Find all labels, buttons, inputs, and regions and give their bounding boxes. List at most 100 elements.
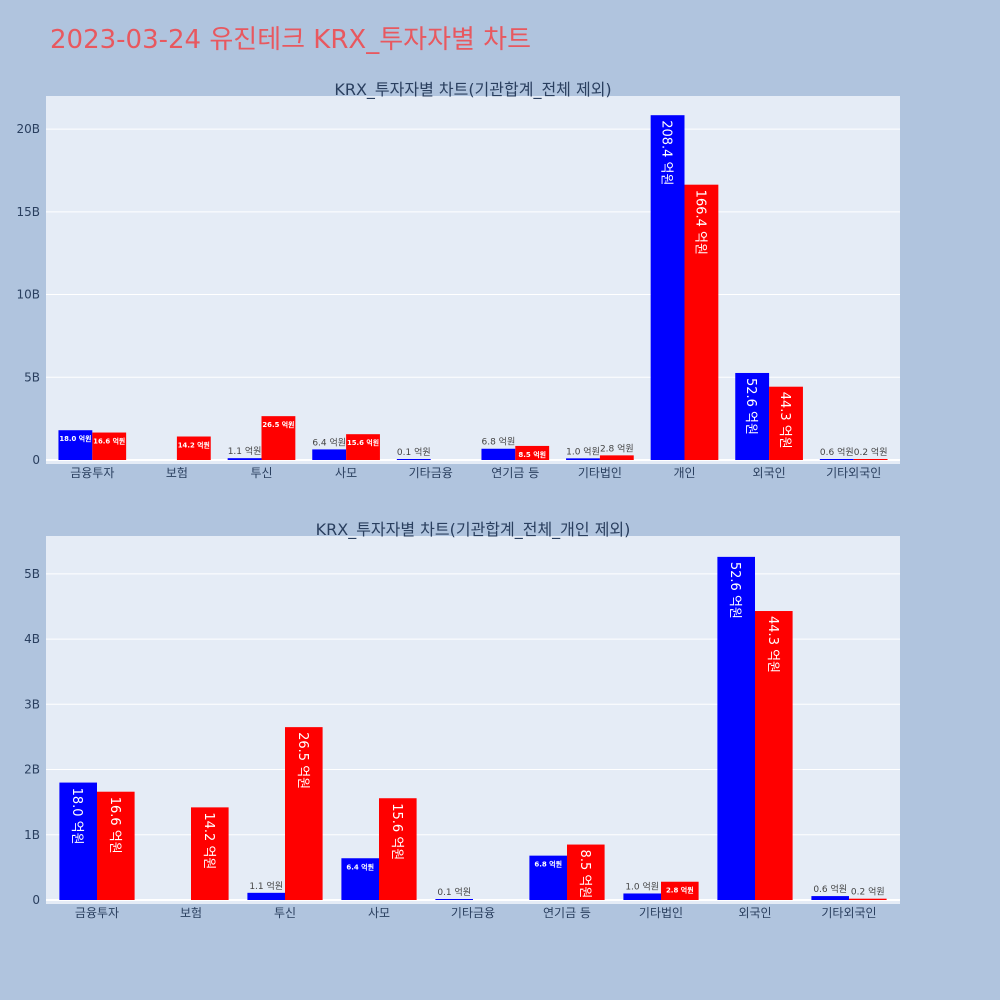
bar-s0-c6	[623, 893, 661, 900]
bar-label-s0-c3: 6.4 억원	[312, 436, 346, 448]
chart-title-2: KRX_투자자별 차트(기관합계_전체_개인 제외)	[316, 520, 631, 540]
y-tick-label-2: 2B	[24, 763, 40, 777]
bar-s1-c7	[684, 184, 719, 460]
bar-s0-c5	[529, 855, 567, 900]
bar-s1-c5	[515, 445, 550, 460]
y-tick-label-0: 0	[32, 893, 40, 907]
bar-label-s1-c0: 16.6 억원	[107, 797, 122, 854]
bar-label-s1-c0: 16.6 억원	[93, 437, 125, 446]
bars-2	[59, 556, 887, 900]
bar-label-s1-c7: 166.4 억원	[692, 190, 707, 255]
bar-label-s1-c8: 44.3 억원	[777, 392, 792, 449]
bar-s1-c8	[769, 386, 803, 460]
y-tick-label-4: 20B	[16, 122, 40, 136]
x-tick-label-1: 보험	[166, 466, 188, 480]
bar-label-s0-c8: 52.6 억원	[743, 378, 758, 435]
bar-label-s0-c0: 18.0 억원	[69, 788, 84, 845]
bar-s1-c5	[567, 844, 605, 900]
x-tick-label-3: 사모	[368, 906, 390, 920]
bar-label-s1-c2: 26.5 억원	[262, 420, 294, 429]
bar-s0-c6	[566, 458, 600, 460]
bar-s0-c9	[819, 459, 854, 460]
bar-label-s1-c9: 0.2 억원	[854, 446, 888, 458]
bar-label-s0-c7: 52.6 억원	[727, 562, 742, 619]
x-tick-label-7: 개인	[673, 466, 695, 480]
bar-label-s0-c4: 0.1 억원	[437, 886, 471, 898]
bar-s0-c3	[312, 449, 347, 460]
x-tick-label-8: 기타외국인	[821, 906, 876, 920]
bar-label-s0-c5: 6.8 억원	[482, 436, 516, 448]
bar-label-s0-c8: 0.6 억원	[813, 883, 847, 895]
y-tick-label-1: 5B	[24, 370, 40, 384]
bar-label-s1-c8: 0.2 억원	[851, 886, 885, 898]
bar-label-s1-c3: 15.6 억원	[389, 803, 404, 860]
bar-label-s1-c6: 2.8 억원	[666, 886, 694, 895]
bar-label-s1-c6: 2.8 억원	[600, 442, 634, 454]
bar-s0-c7	[650, 115, 685, 461]
x-tick-label-6: 기타법인	[639, 906, 683, 920]
bar-label-s0-c9: 0.6 억원	[820, 446, 854, 458]
y-tick-label-4: 4B	[24, 632, 40, 646]
bar-label-s1-c7: 44.3 억원	[765, 616, 780, 673]
bar-s0-c2	[247, 892, 285, 900]
bar-s0-c5	[481, 448, 516, 460]
y-tick-label-3: 15B	[16, 205, 40, 219]
y-axis-2: 0 1B 2B 3B 4B 5B	[24, 567, 40, 907]
bar-label-s1-c2: 26.5 억원	[295, 732, 310, 789]
bar-label-s0-c5: 6.8 억원	[534, 860, 562, 869]
bar-label-s1-c1: 14.2 억원	[201, 812, 216, 869]
bar-s1-c3	[379, 798, 417, 900]
bar-label-s0-c0: 18.0 억원	[59, 434, 91, 443]
x-tick-label-0: 금융투자	[75, 906, 119, 920]
bar-label-s0-c6: 1.0 억원	[566, 445, 600, 457]
x-tick-label-2: 투신	[250, 466, 272, 480]
x-tick-label-6: 기타법인	[578, 466, 622, 480]
bar-label-s1-c3: 15.6 억원	[347, 438, 379, 447]
bar-s1-c6	[661, 881, 699, 900]
x-tick-label-5: 연기금 등	[543, 906, 591, 920]
bar-s0-c8	[735, 372, 770, 460]
x-tick-label-8: 외국인	[753, 466, 786, 480]
bar-s0-c8	[811, 896, 849, 900]
bar-s0-c2	[227, 458, 262, 460]
x-tick-label-2: 투신	[274, 906, 296, 920]
bar-s0-c3	[341, 858, 379, 900]
x-tick-label-7: 외국인	[738, 906, 771, 920]
chart-title-1: KRX_투자자별 차트(기관합계_전체 제외)	[334, 80, 611, 100]
bar-labels-1: 18.0 억원 16.6 억원 14.2 억원 1.1 억원 26.5 억원 6.4 억원…	[59, 120, 887, 459]
bar-label-s0-c4: 0.1 억원	[397, 446, 431, 458]
x-tick-label-9: 기타외국인	[826, 466, 881, 480]
x-tick-label-4: 기타금융	[451, 906, 495, 920]
bar-s1-c1	[176, 436, 211, 460]
y-tick-label-1: 1B	[24, 828, 40, 842]
bar-label-s1-c5: 8.5 억원	[518, 450, 546, 459]
bar-s1-c8	[849, 898, 887, 900]
x-tick-label-0: 금융투자	[70, 466, 114, 480]
bar-label-s0-c2: 1.1 억원	[249, 880, 283, 892]
bar-s1-c9	[853, 459, 888, 460]
bar-s0-c4	[396, 459, 431, 460]
bar-labels-2: 18.0 억원 16.6 억원 14.2 억원 1.1 억원 26.5 억원 6.4 억원…	[69, 562, 884, 898]
bar-s1-c1	[191, 807, 229, 900]
bars-1	[58, 115, 888, 461]
bar-label-s0-c3: 6.4 억원	[346, 862, 374, 871]
bar-s1-c0	[97, 791, 135, 900]
x-tick-label-4: 기타금융	[409, 466, 453, 480]
x-tick-label-5: 연기금 등	[491, 466, 539, 480]
y-tick-label-3: 3B	[24, 697, 40, 711]
bar-s0-c4	[435, 899, 473, 900]
bar-s0-c0	[59, 782, 97, 900]
bar-s1-c6	[599, 455, 634, 460]
bar-s1-c2	[261, 416, 296, 460]
y-tick-label-5: 5B	[24, 567, 40, 581]
bar-s1-c0	[92, 432, 127, 460]
bar-label-s1-c1: 14.2 억원	[178, 441, 210, 450]
bar-label-s0-c2: 1.1 억원	[228, 445, 262, 457]
x-axis-1: 금융투자 보험 투신 사모 기타금융 연기금 등 기타법인 개인 외국인 기타외국인	[70, 466, 881, 480]
bar-s1-c2	[285, 727, 323, 900]
chart-panel-2: 0 1B 2B 3B 4B 5B 18.0 억원 16.6 억원 14.2 억원 1.1 억원 2…	[24, 520, 900, 920]
x-tick-label-3: 사모	[335, 466, 357, 480]
bar-s0-c0	[58, 430, 93, 460]
y-axis-1: 0 5B 10B 15B 20B	[16, 122, 40, 467]
